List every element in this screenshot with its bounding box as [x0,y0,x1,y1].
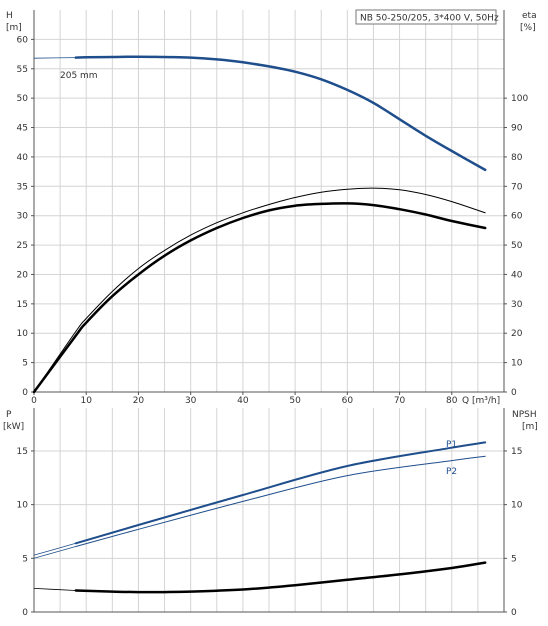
x-tick-label: 60 [342,396,354,406]
x-tick-label: 30 [185,396,197,406]
bottom-ylabel-right-1: NPSH [512,410,537,420]
chart-title: NB 50-250/205, 3*400 V, 50Hz [360,14,499,24]
top-left-tick-label: 10 [17,329,29,339]
top-left-tick-label: 0 [22,388,28,398]
bottom-left-tick-label: 15 [17,447,28,457]
bottom-right-tick-label: 0 [511,608,517,618]
x-tick-label: 70 [394,396,406,406]
top-ylabel-left-1: H [6,11,13,21]
top-ylabel-right-2: [%] [520,23,536,33]
top-left-tick-label: 55 [17,65,28,75]
grid-layer [34,10,504,612]
npsh-curve [74,561,487,594]
bottom-left-tick-label: 0 [22,608,28,618]
x-tick-label: 0 [31,396,37,406]
curve-annotation: 205 mm [60,71,98,81]
bottom-left-tick-label: 10 [17,501,29,511]
p2-curve-leadin [33,546,76,559]
bottom-left-tick-label: 5 [22,554,28,564]
top-right-tick-label: 90 [511,124,523,134]
head-curve [74,55,487,172]
top-ylabel-left-2: [m] [6,23,22,33]
top-right-tick-label: 50 [511,241,523,251]
top-left-tick-label: 15 [17,300,28,310]
x-tick-label: 20 [133,396,145,406]
p1-curve-leadin [33,542,76,556]
top-left-tick-label: 20 [17,270,29,280]
top-right-tick-label: 30 [511,300,523,310]
npsh-curve-leadin [33,588,76,591]
bottom-ylabel-left-1: P [6,410,12,420]
head-curve-leadin [33,57,76,59]
top-xlabel: Q [m³/h] [462,396,500,406]
series-layer [32,55,487,594]
top-right-tick-label: 0 [511,388,517,398]
x-tick-label: 50 [289,396,301,406]
axes-layer [31,10,507,613]
top-ylabel-right-1: eta [522,11,537,21]
top-left-tick-label: 40 [17,153,29,163]
efficiency-curve-bold [32,202,487,394]
top-left-tick-label: 50 [17,94,29,104]
p1-curve [74,441,487,545]
bottom-right-tick-label: 5 [511,554,517,564]
top-right-tick-label: 20 [511,329,523,339]
series-label-p2: P2 [446,467,457,477]
chart-title-box [355,9,497,25]
efficiency-curve-thin [33,187,486,393]
series-label-p1: P1 [446,440,457,450]
x-tick-label: 80 [446,396,458,406]
top-left-tick-label: 45 [17,124,28,134]
bottom-right-tick-label: 15 [511,447,522,457]
top-right-tick-label: 40 [511,270,523,280]
x-tick-label: 10 [80,396,92,406]
top-right-tick-label: 10 [511,359,523,369]
top-left-tick-label: 30 [17,212,29,222]
bottom-ylabel-left-2: [kW] [3,422,24,432]
top-right-tick-label: 60 [511,212,523,222]
top-right-tick-label: 70 [511,182,523,192]
top-left-tick-label: 60 [17,35,29,45]
top-right-tick-label: 100 [511,94,528,104]
top-left-tick-label: 5 [22,359,28,369]
top-left-tick-label: 35 [17,182,28,192]
bottom-ylabel-right-2: [m] [522,422,538,432]
p2-curve [75,455,486,547]
top-right-tick-label: 80 [511,153,523,163]
labels-layer: 0510152025303540455055600102030405060708… [17,35,529,618]
top-left-tick-label: 25 [17,241,28,251]
x-tick-label: 40 [237,396,249,406]
bottom-right-tick-label: 10 [511,501,523,511]
